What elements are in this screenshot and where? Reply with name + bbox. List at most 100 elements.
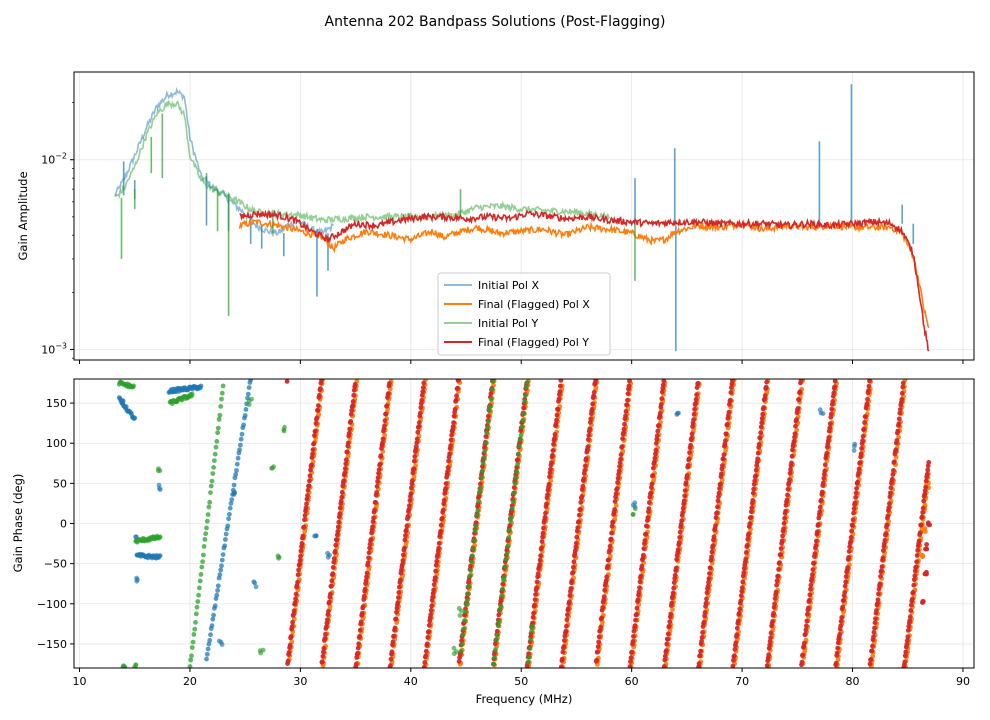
phase-point-final-flagged-pol-y — [870, 643, 875, 649]
phase-point-initial-pol-y — [501, 574, 507, 580]
phase-point-initial-pol-y — [518, 432, 524, 438]
phase-point-final-flagged-pol-y — [704, 596, 709, 602]
phase-point-final-flagged-pol-y — [864, 401, 870, 407]
phase-point-final-flagged-pol-y — [398, 577, 403, 583]
phase-point-final-flagged-pol-y — [542, 514, 548, 520]
phase-point-initial-pol-y — [490, 379, 496, 384]
phase-point-final-flagged-pol-y — [768, 630, 774, 636]
phase-point-initial-pol-y — [527, 646, 533, 651]
phase-point-final-flagged-pol-y — [811, 561, 817, 566]
phase-point-final-flagged-pol-y — [539, 539, 545, 544]
phase-point-final-flagged-pol-x — [316, 411, 322, 417]
phase-point-final-flagged-pol-y — [828, 411, 834, 417]
phase-point-final-flagged-pol-y — [841, 597, 847, 603]
phase-point-final-flagged-pol-y — [623, 413, 628, 419]
phase-point-final-flagged-pol-y — [890, 476, 895, 482]
phase-point-final-flagged-pol-y — [793, 423, 798, 429]
phase-point-final-flagged-pol-y — [687, 450, 692, 455]
phase-point-final-flagged-pol-y — [590, 401, 596, 407]
phase-point-final-flagged-pol-y — [693, 397, 699, 402]
phase-point-initial-pol-y — [468, 568, 474, 573]
phase-point-final-flagged-pol-y — [702, 613, 707, 619]
phase-point-final-flagged-pol-y — [570, 570, 576, 575]
phase-point-final-flagged-pol-y — [585, 437, 591, 442]
phase-point-initial-pol-y — [462, 618, 467, 623]
phase-point-final-flagged-pol-y — [842, 590, 848, 595]
phase-point-final-flagged-pol-y — [709, 549, 715, 555]
phase-point-final-flagged-pol-y — [404, 527, 409, 533]
phase-point-final-flagged-pol-y — [902, 653, 908, 659]
legend-label-final-pol-y: Final (Flagged) Pol Y — [478, 336, 589, 349]
phase-point-final-flagged-pol-y — [394, 609, 399, 615]
phase-point-final-flagged-pol-y — [800, 652, 806, 658]
phase-point-initial-pol-x — [248, 379, 254, 383]
phase-point-final-flagged-pol-y — [595, 649, 601, 655]
phase-point-initial-pol-y — [473, 523, 479, 529]
phase-point-initial-pol-y — [199, 564, 205, 570]
phase-point-final-flagged-pol-y — [406, 507, 412, 512]
phase-point-final-flagged-pol-y — [292, 600, 298, 606]
phase-point-final-flagged-pol-y — [296, 567, 301, 573]
phase-point-final-flagged-pol-y — [600, 605, 606, 610]
phase-point-final-flagged-pol-y — [806, 605, 811, 611]
phase-point-initial-pol-x — [132, 415, 138, 421]
phase-xtick-label: 90 — [956, 675, 970, 688]
phase-point-final-flagged-pol-y — [541, 525, 546, 531]
phase-point-final-flagged-pol-y — [643, 531, 649, 537]
phase-point-final-flagged-pol-x — [608, 553, 613, 559]
phase-point-final-flagged-pol-y — [591, 393, 597, 399]
phase-point-initial-pol-x — [219, 557, 225, 563]
phase-point-final-flagged-pol-y — [350, 403, 356, 409]
phase-point-final-flagged-pol-y — [376, 470, 381, 476]
phase-point-final-flagged-pol-y — [605, 563, 611, 569]
phase-point-final-flagged-pol-y — [807, 597, 812, 603]
phase-point-final-flagged-pol-y — [366, 550, 372, 556]
phase-point-final-flagged-pol-y — [706, 579, 711, 585]
phase-point-final-flagged-pol-y — [574, 534, 580, 540]
phase-point-final-flagged-pol-y — [550, 448, 556, 453]
phase-point-initial-pol-x — [215, 583, 221, 589]
phase-point-final-flagged-pol-y — [734, 632, 740, 638]
phase-point-final-flagged-pol-y — [847, 544, 853, 550]
phase-point-final-flagged-pol-y — [285, 658, 291, 664]
phase-point-final-flagged-pol-y — [741, 570, 747, 576]
phase-point-final-flagged-pol-y — [596, 639, 602, 645]
phase-point-final-flagged-pol-y — [863, 414, 868, 419]
phase-point-initial-pol-y — [478, 485, 483, 491]
phase-point-final-flagged-pol-y — [694, 392, 699, 398]
phase-point-final-flagged-pol-y — [617, 460, 623, 466]
phase-xtick-label: 40 — [404, 675, 418, 688]
phase-point-initial-pol-y — [275, 553, 281, 559]
phase-point-final-flagged-pol-y — [552, 436, 557, 441]
phase-point-final-flagged-pol-y — [732, 653, 737, 659]
phase-point-final-flagged-pol-y — [562, 638, 567, 643]
phase-point-initial-pol-x — [210, 616, 216, 622]
phase-point-initial-pol-y — [157, 534, 163, 540]
phase-point-final-flagged-pol-y — [733, 640, 739, 646]
phase-point-final-flagged-pol-y — [538, 553, 543, 558]
phase-point-final-flagged-pol-y — [804, 623, 809, 629]
phase-point-final-flagged-pol-y — [758, 424, 764, 430]
phase-point-final-flagged-pol-y — [347, 426, 353, 432]
phase-point-final-flagged-pol-y — [768, 635, 773, 641]
phase-point-initial-pol-y — [193, 611, 199, 617]
phase-point-initial-pol-x — [852, 441, 858, 447]
phase-point-final-flagged-pol-y — [451, 413, 457, 419]
phase-point-initial-pol-x — [630, 502, 636, 508]
phase-point-final-flagged-pol-y — [784, 497, 790, 503]
phase-point-final-flagged-pol-y — [661, 664, 667, 668]
phase-point-final-flagged-pol-y — [903, 649, 909, 655]
phase-point-initial-pol-y — [451, 645, 457, 651]
phase-point-initial-pol-y — [453, 649, 459, 654]
phase-point-initial-pol-y — [499, 593, 505, 598]
phase-point-final-flagged-pol-y — [366, 555, 371, 561]
phase-point-final-flagged-pol-y — [813, 543, 819, 548]
phase-point-initial-pol-y — [472, 528, 478, 534]
phase-point-final-flagged-pol-y — [561, 644, 567, 649]
phase-point-final-flagged-pol-y — [426, 629, 432, 634]
phase-point-initial-pol-x — [219, 563, 224, 569]
phase-point-initial-pol-y — [514, 469, 520, 475]
phase-point-initial-pol-y — [520, 418, 526, 423]
phase-point-final-flagged-pol-y — [832, 384, 838, 390]
phase-point-initial-pol-x — [204, 651, 210, 657]
